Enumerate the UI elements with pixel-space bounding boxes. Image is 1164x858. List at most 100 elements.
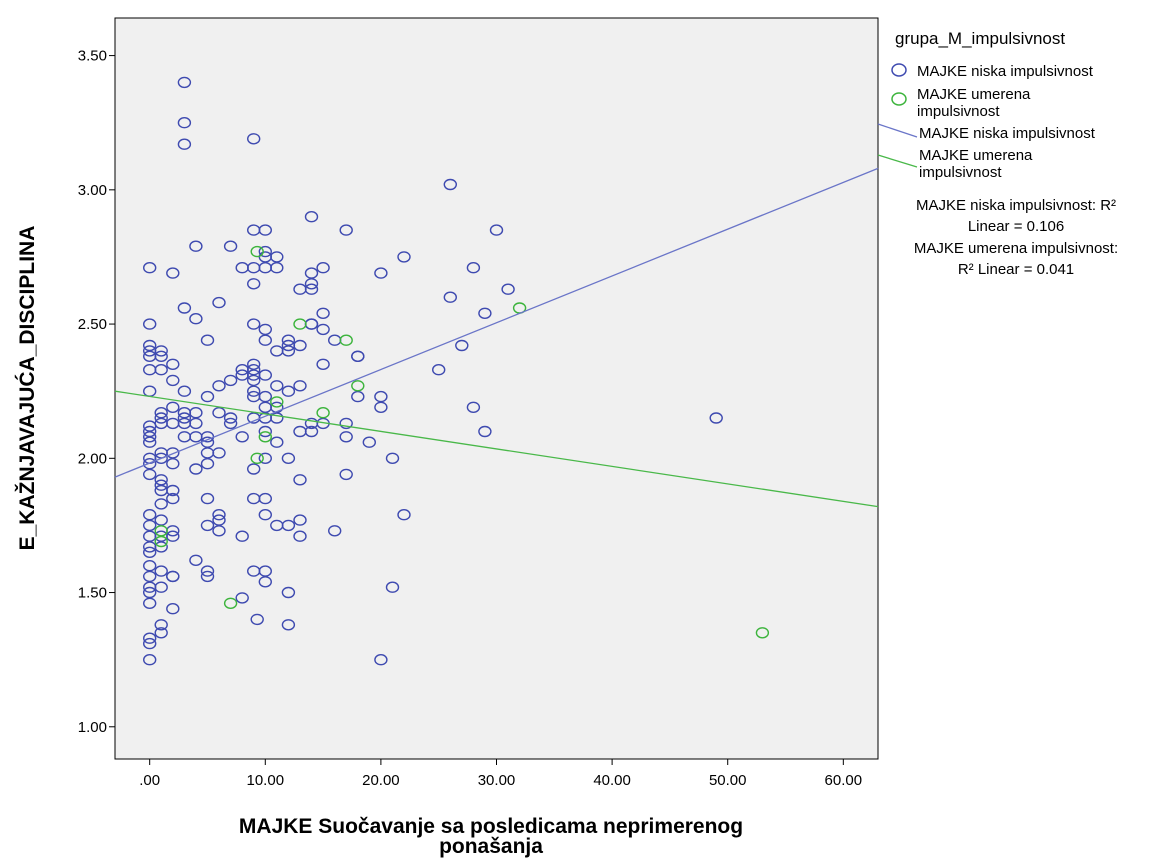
legend-entry-umerena-line: MAJKE umerena impulsivnost <box>877 147 1033 181</box>
data-point <box>246 318 261 330</box>
y-tick-label: 2.00 <box>78 450 107 467</box>
data-point <box>166 267 180 279</box>
series-niska <box>142 76 723 666</box>
data-point <box>142 318 157 330</box>
data-point <box>200 519 215 532</box>
data-point <box>189 313 203 325</box>
data-point <box>166 374 180 387</box>
data-point <box>270 380 284 392</box>
y-tick-label: 1.50 <box>78 585 107 602</box>
data-point <box>258 431 272 443</box>
data-marks <box>142 76 770 666</box>
data-point <box>293 474 307 486</box>
data-point <box>339 224 353 236</box>
legend-label-umerena-line-2: impulsivnost <box>917 103 1000 120</box>
data-point <box>200 565 215 577</box>
data-point <box>293 380 307 392</box>
data-point <box>142 425 157 438</box>
data-point <box>154 619 168 631</box>
data-point <box>258 224 272 236</box>
data-point <box>189 240 203 252</box>
data-point <box>374 267 388 279</box>
data-point <box>258 334 272 346</box>
data-point <box>177 412 192 424</box>
data-point <box>385 581 400 593</box>
data-point <box>154 498 168 510</box>
data-point <box>293 318 307 330</box>
data-point <box>258 369 272 381</box>
plot-area <box>114 17 879 760</box>
fit-lines <box>114 167 879 508</box>
data-point <box>142 586 157 599</box>
data-point <box>281 619 296 631</box>
data-point <box>351 350 365 362</box>
data-point <box>246 133 261 145</box>
data-point <box>154 364 168 376</box>
data-point <box>212 296 226 309</box>
data-point <box>154 412 168 424</box>
data-point <box>142 560 157 572</box>
data-point <box>246 385 261 397</box>
data-point <box>142 632 157 644</box>
data-point <box>177 302 192 314</box>
x-axis-title-line-1: MAJKE Suočavanje sa posledicama neprimer… <box>239 815 743 838</box>
data-point <box>212 407 226 419</box>
data-point <box>339 468 353 481</box>
data-point <box>258 245 272 258</box>
data-point <box>270 396 284 408</box>
data-point <box>166 358 180 370</box>
data-point <box>212 447 226 459</box>
data-point <box>246 358 261 370</box>
data-point <box>293 530 307 542</box>
data-point <box>142 339 157 352</box>
data-point <box>223 417 238 430</box>
data-point <box>166 484 180 497</box>
data-point <box>270 251 284 263</box>
data-point <box>374 654 388 666</box>
data-point <box>154 565 168 577</box>
data-point <box>258 390 272 403</box>
data-point <box>142 654 157 666</box>
data-point <box>166 530 180 542</box>
data-point <box>246 463 261 475</box>
y-axis: 1.00 1.50 2.00 2.50 3.00 3.50 <box>78 48 115 736</box>
data-point <box>755 627 770 639</box>
data-point <box>142 262 157 274</box>
data-point <box>443 291 457 303</box>
data-point <box>166 458 180 470</box>
data-point <box>166 401 180 413</box>
data-point <box>258 509 272 521</box>
data-point <box>397 251 411 263</box>
legend-label-umerena-line-1: MAJKE umerena <box>917 86 1031 103</box>
legend-entry-niska-marker: MAJKE niska impulsivnost <box>891 63 1094 80</box>
data-point <box>223 597 238 609</box>
data-point <box>293 514 307 526</box>
data-point <box>142 436 157 448</box>
data-point <box>270 436 284 448</box>
data-point <box>339 431 353 443</box>
data-point <box>258 565 272 577</box>
data-point <box>223 412 238 424</box>
data-point <box>200 390 215 403</box>
data-point <box>304 425 319 438</box>
data-point <box>374 390 388 403</box>
x-tick-label: 60.00 <box>825 772 863 789</box>
data-point <box>177 76 192 89</box>
data-point <box>466 401 481 413</box>
data-point <box>443 178 457 191</box>
r2-note-niska-line-1: MAJKE niska impulsivnost: R² <box>916 197 1116 214</box>
data-point <box>177 138 192 150</box>
data-point <box>166 447 180 459</box>
data-point <box>339 334 353 346</box>
data-point <box>154 479 168 491</box>
y-tick-label: 1.00 <box>78 719 107 736</box>
y-axis-title: E_KAŽNJAVAJUĆA_DISCIPLINA <box>15 226 39 551</box>
data-point <box>478 425 492 438</box>
data-point <box>304 210 319 223</box>
data-point <box>362 436 376 448</box>
data-point <box>142 546 157 558</box>
r2-note-umerena-line-1: MAJKE umerena impulsivnost: <box>914 240 1118 257</box>
fit-line-umerena <box>114 390 879 508</box>
y-tick-label: 3.50 <box>78 48 107 65</box>
data-point <box>270 412 284 424</box>
